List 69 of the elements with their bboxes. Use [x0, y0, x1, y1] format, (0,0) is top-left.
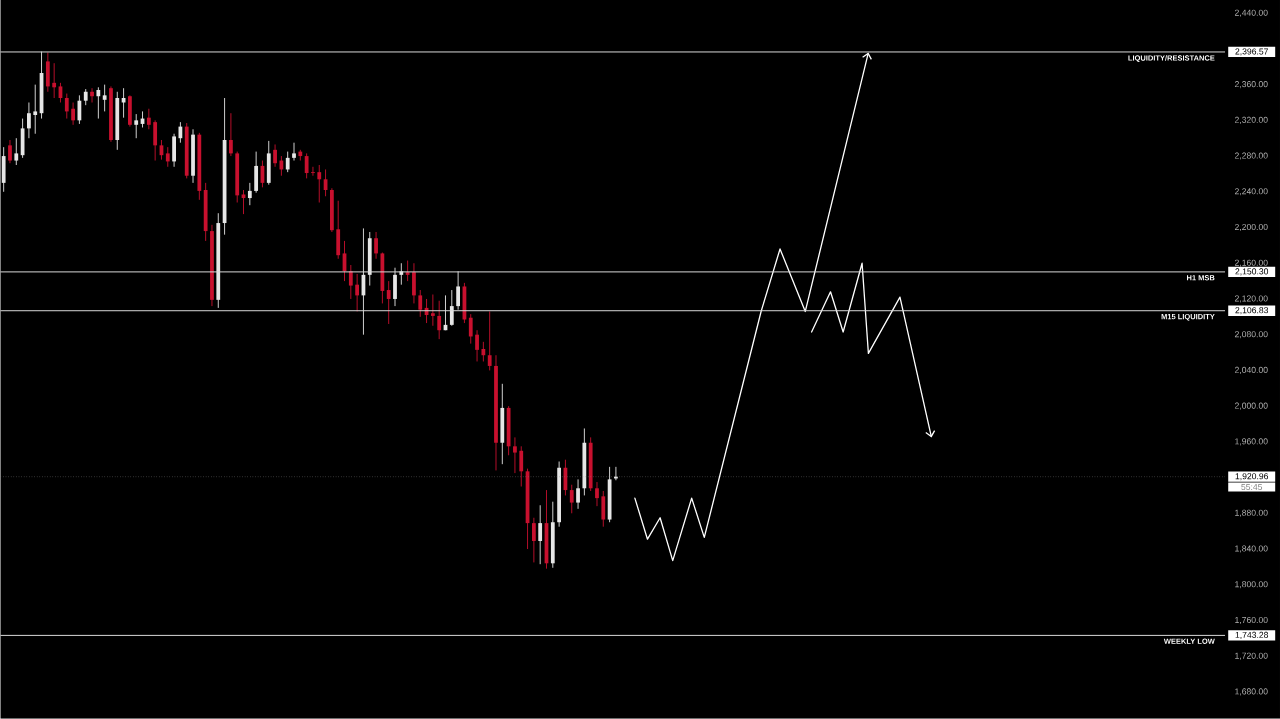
candlestick — [418, 289, 423, 318]
y-tick-label: 2,000.00 — [1234, 402, 1268, 410]
candlestick — [481, 341, 486, 363]
candlestick — [134, 113, 139, 139]
candlestick — [165, 146, 170, 168]
y-tick-label: 2,200.00 — [1234, 224, 1268, 232]
candlestick — [538, 504, 543, 565]
candlestick — [292, 142, 296, 162]
candlestick — [576, 479, 580, 510]
candlestick — [468, 313, 473, 345]
candlestick — [430, 294, 435, 327]
y-tick-label: 2,320.00 — [1234, 116, 1268, 125]
candlestick — [519, 446, 524, 488]
candlestick — [96, 87, 101, 120]
y-tick-label: 1,840.00 — [1235, 545, 1268, 553]
y-tick-label: 2,080.00 — [1234, 331, 1268, 339]
candlestick — [412, 262, 416, 305]
y-tick-label: 1,880.00 — [1235, 509, 1268, 517]
candlestick — [449, 289, 454, 327]
y-tick-label: 1,720.00 — [1235, 652, 1268, 660]
y-tick-label: 1,920.96 — [1235, 473, 1269, 481]
y-tick-label: 2,040.00 — [1234, 366, 1268, 375]
y-tick-label: 2,160.00 — [1234, 259, 1268, 267]
candlestick — [569, 484, 574, 514]
candlestick — [348, 264, 353, 300]
candlestick — [14, 137, 19, 166]
candlestick — [456, 270, 461, 311]
candlestick — [304, 153, 309, 179]
y-tick-label: 2,240.00 — [1234, 188, 1268, 196]
y-tick-label: 1,760.00 — [1235, 617, 1268, 625]
candlestick — [146, 108, 151, 130]
text: 55:45 — [1241, 484, 1263, 491]
candlestick — [247, 182, 252, 206]
candlestick — [285, 151, 290, 173]
y-tick-label: 1,800.00 — [1235, 581, 1268, 589]
candlestick — [311, 166, 315, 177]
candlestick — [52, 62, 57, 99]
candlestick — [153, 120, 158, 162]
candlestick — [64, 93, 69, 120]
candlestick — [27, 102, 31, 139]
candlestick — [71, 102, 75, 126]
candlestick — [386, 280, 391, 325]
y-tick-label: 2,106.83 — [1235, 307, 1269, 315]
candlestick — [475, 329, 479, 363]
y-tick-label: 2,280.00 — [1234, 152, 1268, 160]
y-tick-label: 1,960.00 — [1235, 438, 1268, 446]
candlestick — [279, 155, 284, 177]
y-tick-label: 2,150.30 — [1235, 268, 1269, 276]
candlestick — [8, 139, 12, 164]
candlestick — [437, 300, 442, 340]
candlestick — [595, 481, 599, 507]
candlestick — [374, 231, 378, 260]
y-tick-label: 1,743.28 — [1235, 631, 1269, 640]
candlestick — [355, 273, 360, 313]
candlestick — [513, 437, 517, 474]
candlestick — [531, 517, 536, 564]
y-tick-label: 1,680.00 — [1235, 688, 1268, 696]
y-tick-label: 2,360.00 — [1234, 81, 1268, 89]
candlestick — [273, 144, 277, 168]
candlestick — [33, 84, 38, 135]
candlestick — [601, 490, 606, 528]
candlestick — [229, 112, 233, 157]
y-tick-label: 2,440.00 — [1234, 9, 1268, 17]
y-tick-label: 2,396.57 — [1235, 48, 1268, 56]
candlestick — [90, 87, 94, 104]
candlestick — [102, 84, 107, 113]
y-tick-label: 2,120.00 — [1234, 295, 1268, 303]
candlestick — [487, 311, 492, 371]
candlestick — [317, 164, 322, 204]
